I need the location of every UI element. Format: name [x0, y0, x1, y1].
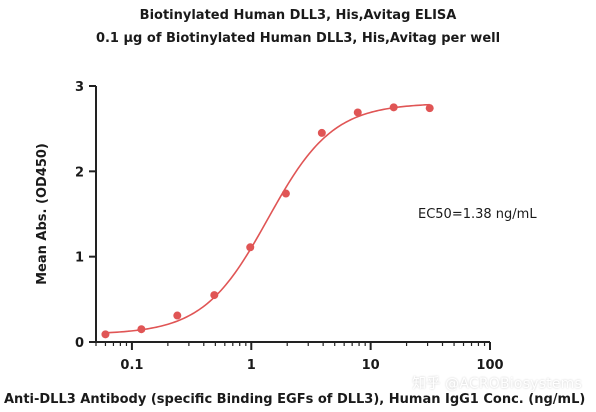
y-tick-label: 1	[75, 251, 84, 266]
x-tick-label: 1	[247, 358, 256, 373]
data-point	[353, 108, 362, 117]
y-tick-label: 2	[75, 165, 84, 180]
data-point	[210, 291, 219, 300]
data-point	[317, 128, 326, 137]
ec50-annotation: EC50=1.38 ng/mL	[418, 207, 537, 222]
data-point	[137, 325, 146, 334]
watermark: 知乎 @ACROBiosystems	[412, 376, 582, 392]
x-axis-label: Anti-DLL3 Antibody (specific Binding EGF…	[4, 392, 585, 407]
data-point	[173, 311, 182, 320]
data-point	[246, 243, 255, 252]
axes-group: 0 1 2 3 0.1 1 10 100	[75, 80, 504, 373]
data-points-group	[101, 103, 434, 339]
y-tick-label: 0	[75, 336, 84, 351]
y-tick-label: 3	[75, 80, 84, 95]
x-tick-label: 10	[362, 358, 380, 373]
data-point	[425, 104, 434, 113]
data-point	[101, 330, 110, 339]
x-tick-label: 100	[476, 358, 503, 373]
data-point	[281, 189, 290, 198]
y-axis-label: Mean Abs. (OD450)	[35, 143, 50, 285]
data-point	[389, 103, 398, 112]
chart-title: Biotinylated Human DLL3, His,Avitag ELIS…	[139, 8, 457, 23]
fit-curve-group	[105, 103, 430, 334]
x-tick-label: 0.1	[120, 358, 143, 373]
chart-subtitle: 0.1 µg of Biotinylated Human DLL3, His,A…	[95, 31, 501, 46]
fit-curve	[105, 103, 430, 334]
